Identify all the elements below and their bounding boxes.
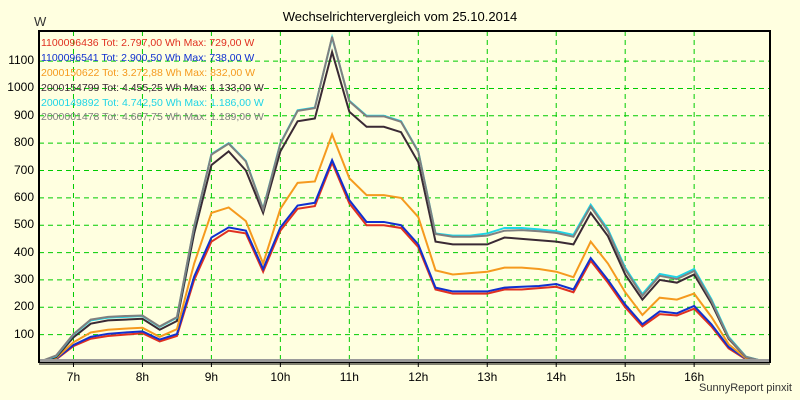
y-axis-tick-label: 400: [13, 244, 34, 259]
x-axis-tick-label: 14h: [546, 370, 567, 384]
y-axis-tick-label: 700: [13, 162, 34, 177]
y-axis-tick-label: 900: [13, 107, 34, 122]
y-axis-tick-label: 300: [13, 271, 34, 286]
x-axis-tick-label: 8h: [135, 370, 150, 384]
x-axis-tick-label: 7h: [66, 370, 81, 384]
series-line-2000001478: [42, 36, 764, 363]
y-axis-tick-label: 600: [13, 189, 34, 204]
y-axis-tick-label: 1100: [8, 53, 34, 68]
y-axis-tick-label: 800: [13, 135, 34, 150]
x-axis-tick-label: 10h: [270, 370, 291, 384]
chart-title: Wechselrichtervergleich vom 25.10.2014: [282, 9, 518, 24]
series-line-2000150622: [42, 131, 764, 363]
y-axis-tick-label: 200: [13, 299, 34, 314]
series-line-2000154799: [42, 48, 764, 363]
y-axis-tick-label: 100: [13, 326, 34, 341]
x-axis-tick-label: 16h: [684, 370, 705, 384]
x-axis-tick-label: 13h: [477, 370, 498, 384]
x-axis-tick-label: 11h: [339, 370, 359, 384]
x-axis-tick-label: 9h: [204, 370, 219, 384]
series-line-1100096436: [42, 159, 764, 363]
y-axis-tick-label: 500: [13, 217, 34, 232]
y-axis-tick-label: 1000: [7, 80, 34, 95]
series-line-1100096541: [42, 157, 764, 363]
x-axis-tick-label: 15h: [615, 370, 636, 384]
y-axis-unit-label: W: [34, 14, 47, 29]
x-axis-tick-label: 12h: [408, 370, 429, 384]
footer-credit: SunnyReport pinxit: [699, 382, 792, 394]
